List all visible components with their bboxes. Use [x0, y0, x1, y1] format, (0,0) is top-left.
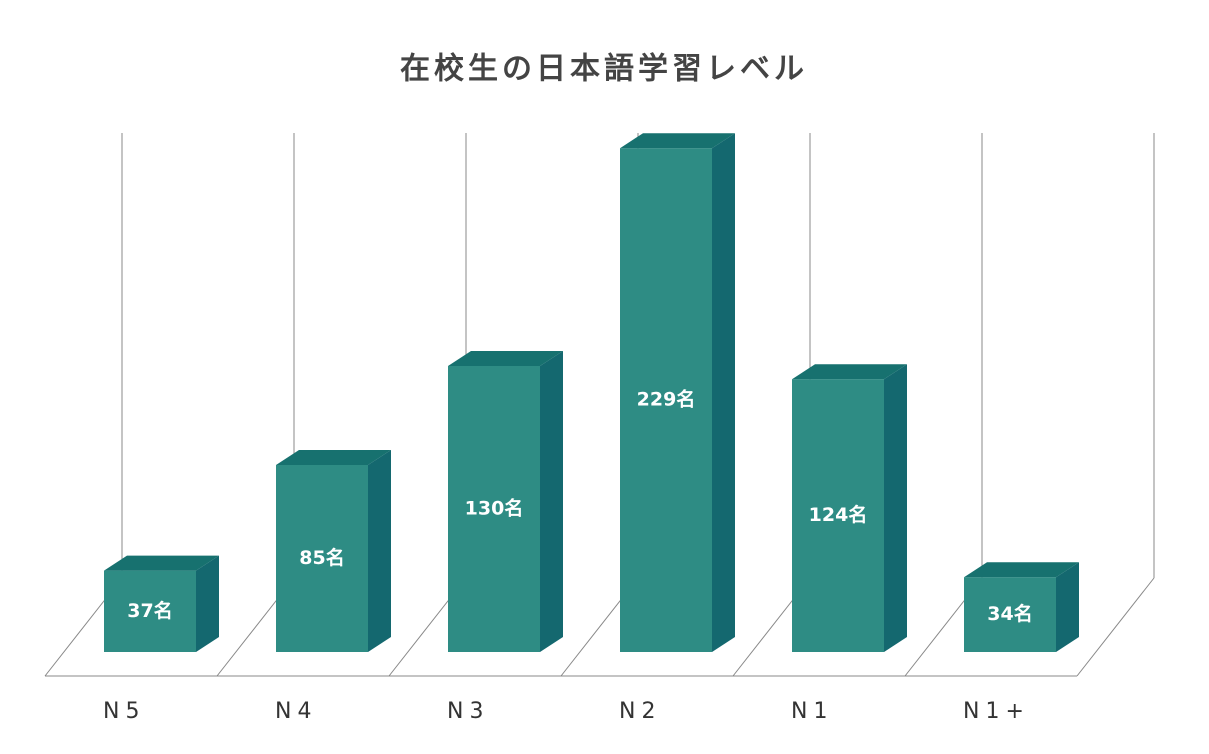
value-label: 124名 — [809, 503, 868, 526]
value-label: 229名 — [637, 388, 696, 411]
x-tick-label: N1 — [791, 699, 833, 724]
bar-top — [104, 555, 219, 571]
bars: N5 37名 N4 85名 N3 130名 N2 229名 N1 124名 N1+ 34名 — [103, 133, 1079, 724]
bar-top — [448, 351, 563, 366]
bar — [792, 379, 884, 652]
x-tick-label: N3 — [447, 699, 489, 724]
bar — [448, 366, 540, 652]
bar-side — [712, 133, 735, 652]
x-tick-label: N4 — [275, 699, 317, 724]
bar-side — [196, 555, 219, 652]
bar-top — [964, 562, 1079, 578]
bar-top — [792, 364, 907, 380]
bar-side — [884, 364, 907, 652]
value-label: 85名 — [299, 546, 344, 569]
bar — [104, 570, 196, 652]
bar-side — [1056, 562, 1079, 652]
bar — [276, 465, 368, 652]
bar — [964, 577, 1056, 652]
value-label: 37名 — [127, 599, 172, 622]
bar-side — [368, 450, 391, 652]
bar-top — [276, 450, 391, 465]
value-label: 34名 — [987, 602, 1032, 625]
x-tick-label: N5 — [103, 699, 145, 724]
chart-title: 在校生の日本語学習レベル — [400, 52, 808, 87]
value-label: 130名 — [465, 497, 524, 520]
bar-top — [620, 133, 735, 149]
bar-side — [540, 351, 563, 652]
x-tick-label: N2 — [619, 699, 661, 724]
floor-line — [1076, 577, 1155, 677]
x-tick-label: N1+ — [963, 699, 1030, 724]
bar — [620, 148, 712, 652]
